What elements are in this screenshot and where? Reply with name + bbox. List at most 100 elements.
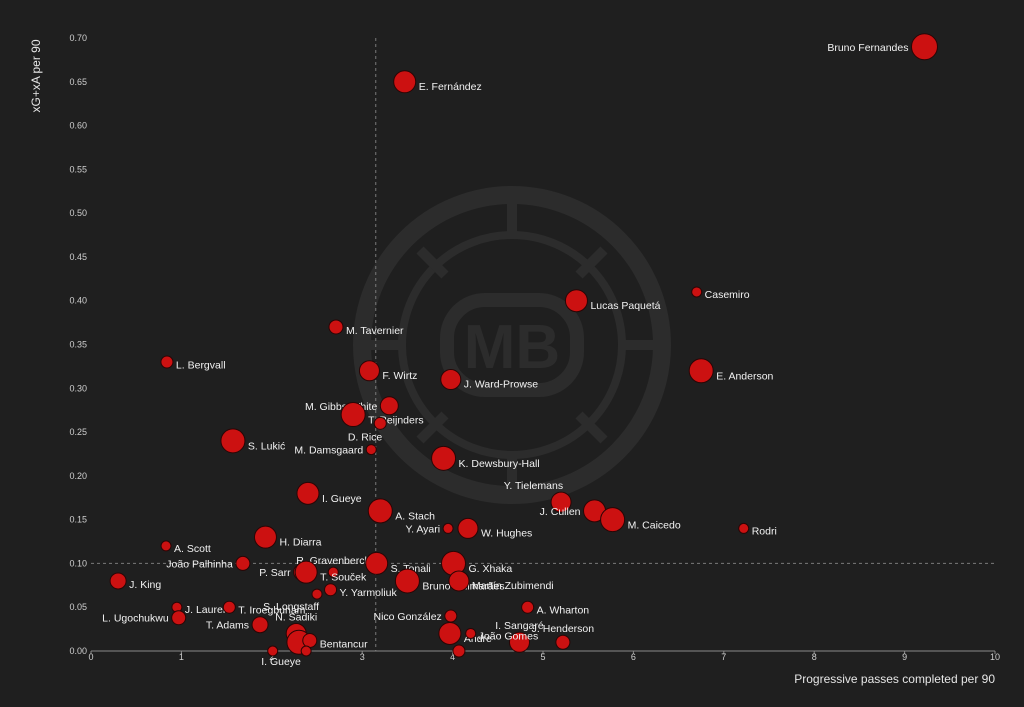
y-tick-label: 0.65 (69, 77, 87, 87)
data-point[interactable]: João Gomes (465, 627, 539, 642)
point-marker[interactable] (521, 600, 535, 614)
data-point[interactable]: M. Caicedo (600, 507, 681, 533)
data-point[interactable]: Lucas Paquetá (564, 289, 661, 313)
data-point[interactable]: G. Xhaka (441, 550, 513, 576)
point-marker[interactable] (302, 632, 318, 648)
data-point[interactable]: W. Hughes (457, 517, 532, 539)
point-marker[interactable] (220, 428, 246, 454)
point-marker[interactable] (328, 319, 344, 335)
y-tick-label: 0.00 (69, 646, 87, 656)
y-tick-label: 0.60 (69, 121, 87, 131)
point-marker[interactable] (365, 444, 377, 456)
data-point[interactable]: J. Cullen (540, 499, 607, 523)
data-point[interactable]: Andre (438, 621, 492, 645)
data-point[interactable]: T. Souček (294, 560, 367, 584)
data-point[interactable]: D. Rice (348, 416, 387, 443)
data-point[interactable]: Bruno Fernandes (827, 33, 938, 61)
data-point[interactable] (452, 644, 466, 658)
point-marker[interactable] (440, 369, 462, 391)
data-point[interactable] (267, 645, 279, 657)
data-point[interactable]: F. Wirtz (358, 360, 417, 382)
point-marker[interactable] (253, 525, 277, 549)
point-marker[interactable] (379, 396, 399, 416)
data-point[interactable]: A. Wharton (521, 600, 590, 617)
point-marker[interactable] (738, 522, 750, 534)
data-point[interactable]: E. Anderson (688, 358, 774, 384)
point-marker[interactable] (444, 609, 458, 623)
point-marker[interactable] (327, 566, 339, 578)
point-marker[interactable] (457, 517, 479, 539)
point-marker[interactable] (448, 570, 470, 592)
data-point[interactable]: J. King (109, 572, 161, 591)
point-marker[interactable] (431, 445, 457, 471)
data-point[interactable]: L. Bergvall (160, 355, 226, 371)
data-point[interactable]: I. Gueye (296, 481, 362, 505)
point-marker[interactable] (393, 70, 417, 94)
point-marker[interactable] (222, 600, 236, 614)
point-marker[interactable] (394, 568, 420, 594)
data-point[interactable]: S. Longstaff (263, 588, 323, 613)
point-label: I. Gueye (261, 656, 301, 668)
data-point[interactable]: M. Damsgaard (294, 444, 377, 457)
point-marker[interactable] (300, 645, 312, 657)
point-marker[interactable] (688, 358, 714, 384)
data-point[interactable]: H. Diarra (253, 525, 322, 549)
data-point[interactable]: E. Fernández (393, 70, 482, 94)
x-tick-label: 3 (360, 652, 365, 662)
point-marker[interactable] (294, 560, 318, 584)
point-label: E. Anderson (716, 371, 773, 383)
point-marker[interactable] (171, 610, 187, 626)
point-marker[interactable] (267, 645, 279, 657)
point-marker[interactable] (465, 627, 477, 639)
data-point[interactable]: J. Ward-Prowse (440, 369, 538, 391)
data-point[interactable]: Y. Yarmoliuk (324, 583, 398, 599)
point-marker[interactable] (160, 355, 174, 369)
point-marker[interactable] (452, 644, 466, 658)
point-marker[interactable] (235, 555, 251, 571)
point-marker[interactable] (109, 572, 127, 590)
point-marker[interactable] (600, 507, 626, 533)
data-point[interactable]: Y. Tielemans (504, 480, 572, 513)
data-point[interactable]: Nico González (374, 609, 458, 623)
point-marker[interactable] (508, 631, 530, 653)
data-point[interactable]: João Palhinha (166, 555, 251, 571)
data-point[interactable]: Y. Ayari (405, 522, 454, 535)
data-point[interactable]: T. Adams (206, 616, 269, 634)
data-point[interactable]: K. Dewsbury-Hall (431, 445, 540, 471)
data-point[interactable]: Casemiro (691, 286, 750, 301)
data-point[interactable]: T. Iroegbunam (222, 600, 306, 617)
point-marker[interactable] (555, 634, 571, 650)
point-label: T. Adams (206, 620, 249, 632)
data-point[interactable]: L. Ugochukwu (102, 610, 187, 626)
point-marker[interactable] (160, 540, 172, 552)
point-marker[interactable] (691, 286, 703, 298)
data-point[interactable]: J. Laurent (171, 601, 232, 616)
point-label: A. Scott (174, 543, 211, 555)
point-marker[interactable] (564, 289, 588, 313)
point-marker[interactable] (340, 402, 366, 428)
data-point[interactable]: M. Tavernier (328, 319, 404, 337)
data-point[interactable]: R. Gravenberch (296, 555, 370, 578)
point-marker[interactable] (311, 588, 323, 600)
data-point[interactable]: J. Henderson (532, 623, 595, 650)
data-point[interactable] (300, 645, 312, 657)
point-marker[interactable] (365, 551, 389, 575)
point-marker[interactable] (550, 491, 572, 513)
point-marker[interactable] (442, 522, 454, 534)
data-point[interactable]: A. Scott (160, 540, 211, 555)
point-marker[interactable] (373, 416, 387, 430)
data-point[interactable]: Martín Zubimendi (448, 570, 554, 592)
data-point[interactable]: Rodri (738, 522, 777, 537)
data-point[interactable]: S. Lukić (220, 428, 285, 454)
data-point[interactable]: I. Sangaré (495, 620, 544, 653)
point-marker[interactable] (910, 33, 938, 61)
point-marker[interactable] (324, 583, 338, 597)
data-point[interactable]: Bentancur (302, 632, 368, 650)
point-marker[interactable] (358, 360, 380, 382)
data-point[interactable]: A. Stach (367, 498, 435, 524)
point-marker[interactable] (251, 616, 269, 634)
point-marker[interactable] (438, 621, 462, 645)
data-point[interactable]: S. Tonali (365, 551, 431, 575)
point-marker[interactable] (296, 481, 320, 505)
point-marker[interactable] (367, 498, 393, 524)
